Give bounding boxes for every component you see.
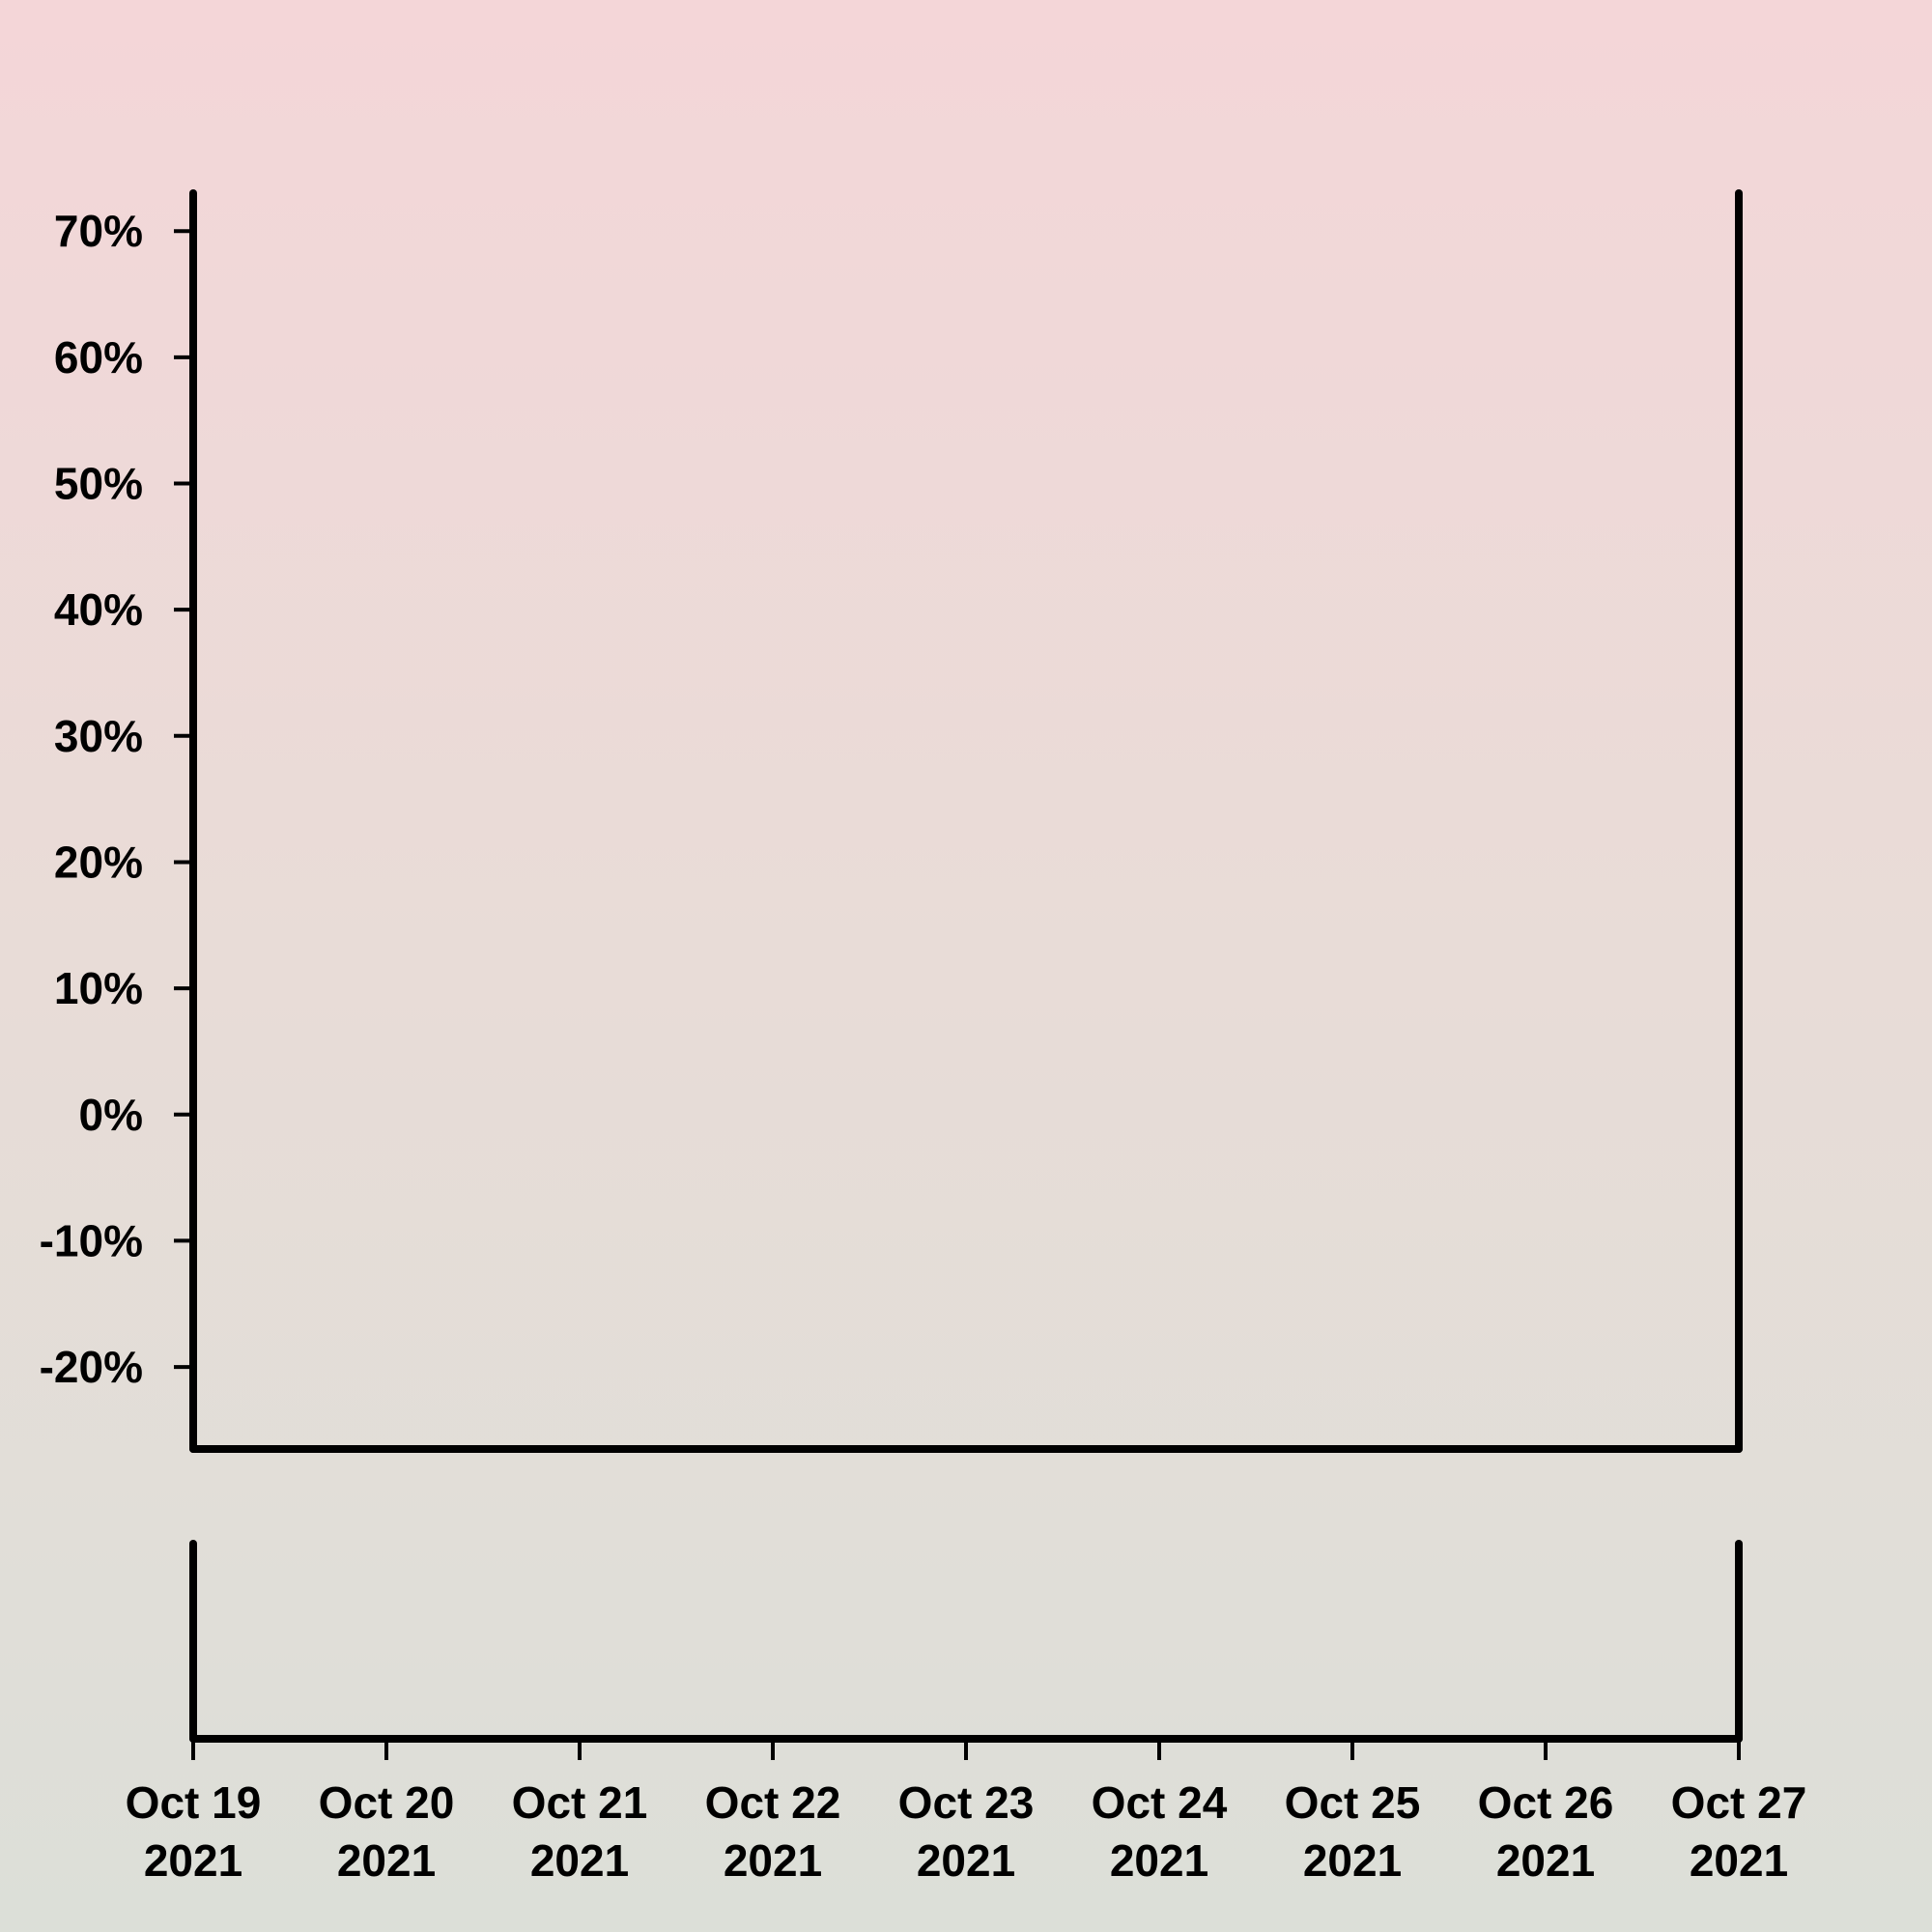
x-tick-label: Oct 23 (898, 1777, 1035, 1828)
x-axis-ticks: Oct 19 2021 Oct 20 2021 Oct 21 2021 Oct 22 2021… (126, 1739, 1807, 1886)
y-tick-label: 10% (54, 963, 143, 1013)
y-tick-label: 40% (54, 584, 143, 635)
y-axis-ticks: 70% 60% 50% 40% 30% 20% 10% 0% -10% -20% (40, 206, 193, 1392)
x-tick-label-year: 2021 (724, 1835, 822, 1886)
x-tick-label: Oct 21 (512, 1777, 648, 1828)
y-tick-label: -20% (40, 1342, 143, 1392)
x-tick-label: Oct 27 (1671, 1777, 1807, 1828)
x-tick-label: Oct 24 (1092, 1777, 1228, 1828)
x-tick-label-year: 2021 (337, 1835, 436, 1886)
x-tick-label: Oct 20 (319, 1777, 455, 1828)
y-tick-label: 20% (54, 837, 143, 887)
x-tick-label: Oct 26 (1478, 1777, 1614, 1828)
y-tick-label: 60% (54, 332, 143, 383)
x-tick-label-year: 2021 (1496, 1835, 1595, 1886)
y-tick-label: -10% (40, 1215, 143, 1265)
x-tick-label-year: 2021 (1690, 1835, 1788, 1886)
axes (189, 189, 1743, 1743)
x-tick-label-year: 2021 (1303, 1835, 1402, 1886)
x-tick-label: Oct 25 (1285, 1777, 1421, 1828)
x-tick-label-year: 2021 (144, 1835, 242, 1886)
x-tick-label: Oct 22 (705, 1777, 841, 1828)
x-tick-label-year: 2021 (1110, 1835, 1208, 1886)
y-tick-label: 30% (54, 711, 143, 761)
x-tick-label-year: 2021 (530, 1835, 629, 1886)
x-tick-label: Oct 19 (126, 1777, 262, 1828)
x-tick-label-year: 2021 (917, 1835, 1015, 1886)
y-tick-label: 70% (54, 206, 143, 256)
y-tick-label: 50% (54, 459, 143, 509)
y-tick-label: 0% (79, 1090, 143, 1140)
